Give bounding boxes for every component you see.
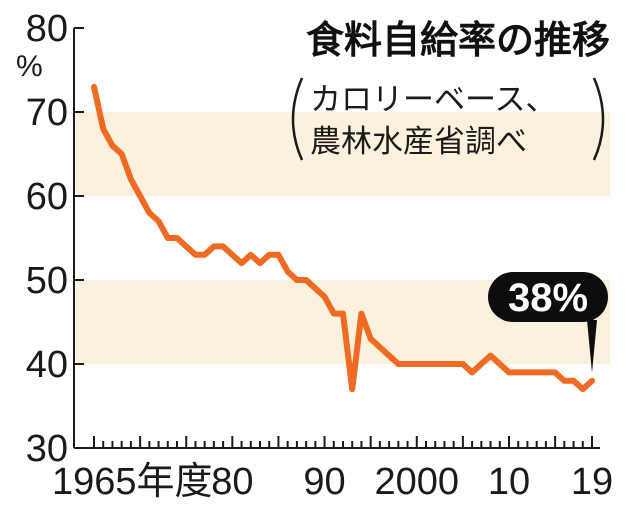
series-line-0 xyxy=(91,83,595,393)
y-tick-label: 80 xyxy=(26,8,68,50)
y-tick-label: 50 xyxy=(26,260,68,302)
callout-bubble xyxy=(488,272,608,322)
subtitle-line-1: カロリーベース、 xyxy=(310,82,556,118)
y-axis-unit: % xyxy=(16,50,43,83)
callout-label: 38% xyxy=(508,276,588,320)
x-tick-label: 90 xyxy=(303,461,345,503)
subtitle-paren-right xyxy=(592,77,605,161)
callout: 38% xyxy=(488,272,608,373)
series-group xyxy=(91,83,595,393)
x-tick-label: 19 xyxy=(571,461,613,503)
x-tick-label: 1965年度 xyxy=(52,461,213,503)
subtitle-paren-left xyxy=(291,77,304,161)
y-tick-label: 60 xyxy=(26,176,68,218)
callout-pointer xyxy=(587,320,597,373)
y-tick-label: 40 xyxy=(26,344,68,386)
y-tick-label: 30 xyxy=(26,428,68,470)
x-tick-label: 10 xyxy=(488,461,530,503)
x-tick-label: 80 xyxy=(211,461,253,503)
band-0 xyxy=(76,112,610,196)
y-tick-label: 70 xyxy=(26,92,68,134)
chart-title: 食料自給率の推移 xyxy=(306,18,610,62)
subtitle-line-2: 農林水産省調べ xyxy=(310,124,527,160)
x-tick-label: 2000 xyxy=(375,461,460,503)
